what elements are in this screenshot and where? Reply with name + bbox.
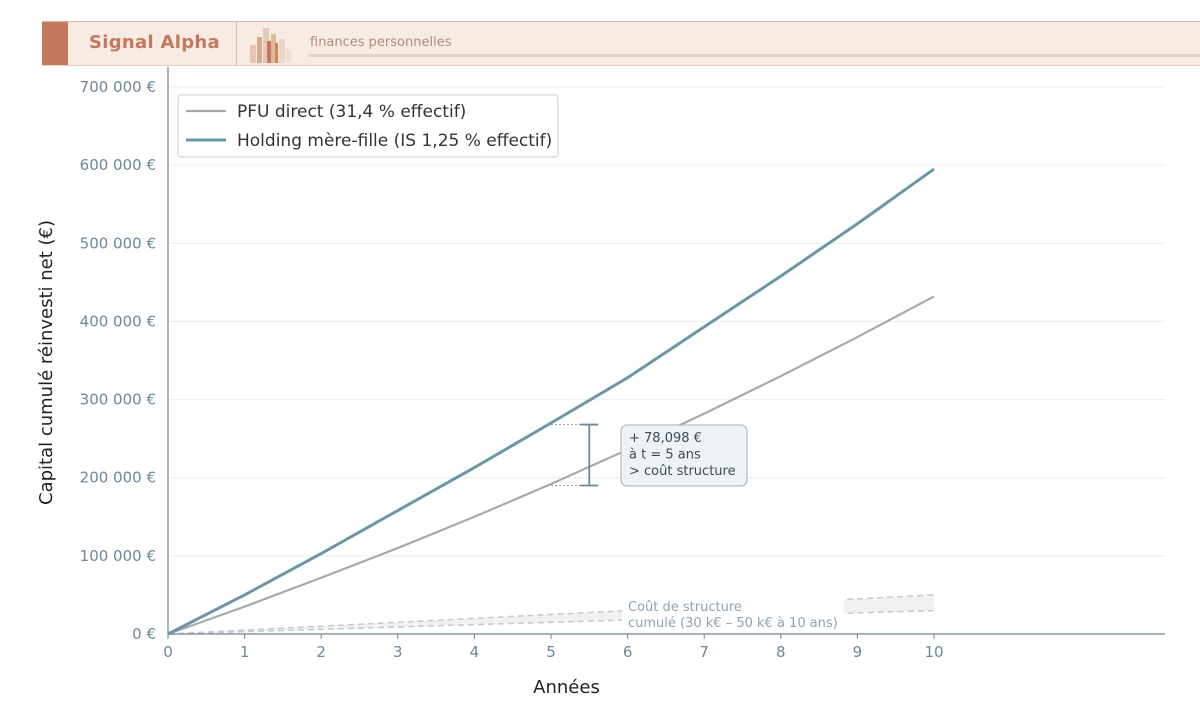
legend-box bbox=[177, 94, 559, 158]
tagline: finances personnelles bbox=[310, 35, 452, 50]
x-tick-label: 1 bbox=[240, 643, 250, 661]
x-tick-label: 9 bbox=[853, 643, 863, 661]
gap-annotation-text: à t = 5 ans bbox=[629, 448, 701, 463]
y-tick-label: 200 000 € bbox=[80, 469, 156, 487]
x-axis-title: Années bbox=[533, 677, 600, 698]
x-tick-label: 6 bbox=[623, 643, 633, 661]
header-divider bbox=[236, 22, 237, 65]
x-tick-label: 2 bbox=[316, 643, 326, 661]
cost-label-backdrop bbox=[622, 597, 844, 633]
x-tick-label: 3 bbox=[393, 643, 403, 661]
cost-annotation-text: Coût de structure bbox=[628, 600, 742, 615]
city-skyline-logo-icon bbox=[250, 28, 291, 63]
y-tick-label: 700 000 € bbox=[80, 78, 156, 96]
legend-label: Holding mère-fille (IS 1,25 % effectif) bbox=[237, 131, 552, 151]
x-tick-label: 4 bbox=[470, 643, 480, 661]
y-axis-title: Capital cumulé réinvesti net (€) bbox=[36, 220, 57, 505]
gap-annotation-text: + 78,098 € bbox=[629, 431, 702, 446]
y-tick-label: 600 000 € bbox=[80, 156, 156, 174]
tagline-underline bbox=[308, 54, 1200, 57]
legend-label: PFU direct (31,4 % effectif) bbox=[237, 102, 466, 122]
y-tick-label: 500 000 € bbox=[80, 234, 156, 252]
x-tick-label: 5 bbox=[546, 643, 556, 661]
header-bar: Signal Alpha finances personnelles bbox=[42, 21, 1200, 66]
x-tick-label: 7 bbox=[699, 643, 709, 661]
holding-line bbox=[167, 167, 935, 636]
y-tick-label: 300 000 € bbox=[80, 391, 156, 409]
pfu-direct-line bbox=[167, 295, 935, 636]
y-tick-label: 400 000 € bbox=[80, 312, 156, 330]
x-tick-label: 0 bbox=[163, 643, 173, 661]
cost-band-high-line bbox=[167, 594, 935, 635]
brand-accent-block bbox=[42, 22, 68, 65]
x-tick-label: 10 bbox=[924, 643, 943, 661]
cost-annotation-text: cumulé (30 k€ – 50 k€ à 10 ans) bbox=[628, 616, 838, 631]
x-tick-label: 8 bbox=[776, 643, 786, 661]
gap-annotation-box bbox=[620, 424, 748, 487]
brand-name: Signal Alpha bbox=[89, 32, 220, 53]
gap-annotation-text: > coût structure bbox=[629, 464, 736, 479]
y-tick-label: 100 000 € bbox=[80, 547, 156, 565]
y-tick-label: 0 € bbox=[132, 625, 156, 643]
cost-band-low-line bbox=[167, 609, 935, 635]
